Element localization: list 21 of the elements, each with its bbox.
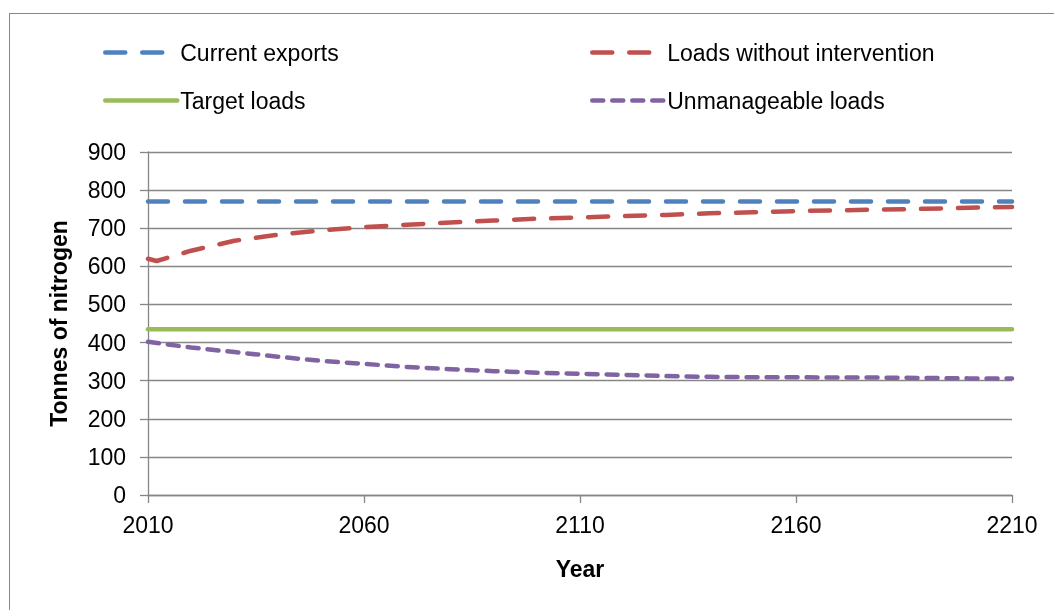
y-axis-title: Tonnes of nitrogen <box>45 220 72 427</box>
y-tick-label: 900 <box>87 139 126 165</box>
x-tick-label: 2210 <box>986 511 1038 538</box>
x-tick-label: 2110 <box>555 511 605 538</box>
legend-label: Target loads <box>180 87 306 114</box>
y-tick-label: 700 <box>87 215 126 242</box>
x-tick-label: 2010 <box>122 511 174 538</box>
x-tick-label: 2060 <box>338 511 390 538</box>
y-tick-label: 0 <box>113 482 126 508</box>
y-tick-label: 600 <box>87 253 126 280</box>
y-tick-label: 500 <box>87 291 126 318</box>
legend-label: Current exports <box>180 39 339 66</box>
legend-label: Loads without intervention <box>667 39 935 66</box>
legend-label: Unmanageable loads <box>667 87 885 114</box>
y-tick-label: 800 <box>87 177 126 204</box>
y-tick-label: 400 <box>87 329 126 356</box>
x-axis-title: Year <box>555 555 605 582</box>
y-tick-label: 200 <box>87 405 126 432</box>
x-tick-label: 2160 <box>770 511 822 538</box>
y-tick-label: 300 <box>87 367 126 394</box>
y-tick-label: 100 <box>87 443 126 470</box>
